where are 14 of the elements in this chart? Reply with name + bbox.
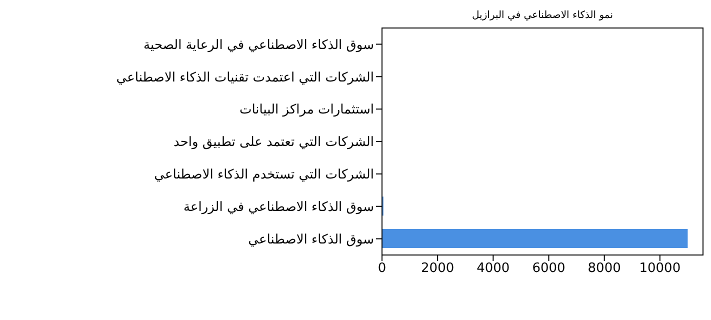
y-tick-label: الشركات التي اعتمدت تقنيات الذكاء الاصطناعي <box>116 70 374 86</box>
y-tick-label: سوق الذكاء الاصطناعي في الرعاية الصحية <box>144 38 374 53</box>
y-tick-label: سوق الذكاء الاصطناعي في الزراعة <box>184 200 374 215</box>
x-tick-label: 2000 <box>421 261 454 276</box>
y-tick-label: الشركات التي تستخدم الذكاء الاصطناعي <box>154 168 374 183</box>
chart-title: نمو الذكاء الاصطناعي في البرازيل <box>470 10 614 21</box>
x-tick-label: 4000 <box>476 261 510 276</box>
x-tick-label: 0 <box>378 261 386 276</box>
y-tick-label: استثمارات مراكز البيانات <box>239 102 374 118</box>
y-tick-label: الشركات التي تعتمد على تطبيق واحد <box>174 135 374 150</box>
y-tick-label: سوق الذكاء الاصطناعي <box>248 232 374 248</box>
x-tick-label: 8000 <box>588 261 621 276</box>
x-tick-label: 10000 <box>639 261 681 276</box>
x-tick-label: 6000 <box>532 261 566 276</box>
